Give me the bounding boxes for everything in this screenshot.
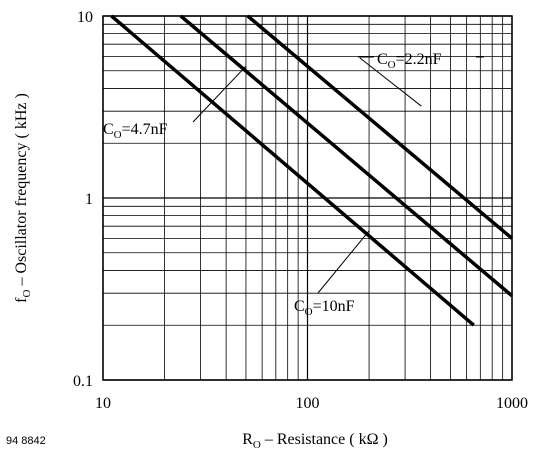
figure-code: 94 8842 (6, 435, 46, 447)
annotation-label-c22: CO=2.2nF (377, 51, 442, 71)
callout-leaders (192, 56, 484, 294)
leader-line-c47 (192, 65, 247, 123)
x-axis-label: RO – Resistance ( kΩ ) (242, 431, 388, 451)
series-line-c47 (179, 14, 514, 298)
leader-line-c22 (359, 57, 422, 107)
series-lines (110, 14, 514, 327)
plot-frame (102, 15, 513, 381)
x-tick-label: 1000 (496, 395, 528, 412)
x-tick-label: 10 (95, 395, 111, 412)
y-tick-label: 10 (77, 9, 93, 26)
series-annotations: CO=2.2nF CO=4.7nF CO=10nF (103, 51, 442, 318)
x-tick-label: 100 (296, 395, 320, 412)
y-axis-label: fO – Oscillator frequency ( kHz ) (13, 93, 33, 303)
annotation-label-c10: CO=10nF (294, 298, 355, 318)
grid-lines (102, 15, 513, 381)
annotation-label-c47: CO=4.7nF (103, 121, 168, 141)
series-line-c22 (246, 14, 514, 240)
tick-labels: 10 100 1000 0.1 1 10 (73, 9, 528, 412)
y-tick-label: 1 (85, 191, 93, 208)
series-line-c10 (110, 14, 475, 327)
y-tick-label: 0.1 (73, 373, 93, 390)
leader-line-c10 (317, 230, 370, 294)
